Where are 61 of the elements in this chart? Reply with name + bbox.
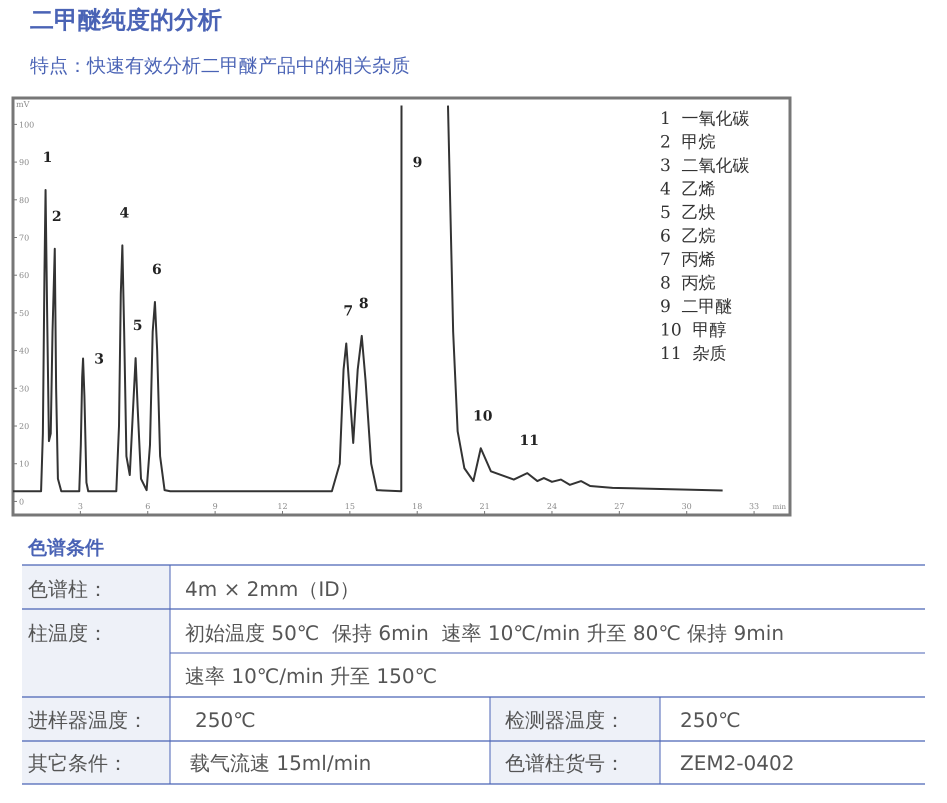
- text: 色谱柱货号：: [505, 751, 625, 775]
- y-tick-label: 0: [19, 497, 24, 506]
- annotation: 7 丙烯: [660, 250, 716, 270]
- text: 250℃: [680, 708, 741, 732]
- annotation: 3: [94, 352, 104, 368]
- x-tick-label: 18: [412, 502, 422, 511]
- y-tick-label: 90: [19, 158, 30, 168]
- x-tick-label: 6: [145, 502, 150, 511]
- text: ZEM2-0402: [680, 751, 794, 775]
- x-tick-label: 15: [344, 502, 355, 511]
- y-tick-label: 40: [19, 346, 30, 356]
- y-tick-label: 30: [19, 384, 30, 394]
- annotation: 2 甲烷: [660, 132, 716, 152]
- chart-title: 二甲醚纯度的分析: [30, 6, 222, 34]
- annotation: 10 甲醇: [660, 320, 726, 340]
- annotation: 2: [52, 208, 62, 225]
- annotation: 7: [343, 303, 354, 320]
- text: 速率 10℃/min 升至 150℃: [185, 664, 438, 688]
- x-tick-label: 12: [277, 502, 288, 511]
- y-tick-label: 70: [19, 234, 30, 243]
- x-tick-label: 33: [748, 502, 760, 511]
- x-tick-label: 27: [614, 502, 624, 511]
- text: 载气流速 15ml/min: [190, 751, 372, 775]
- text: 250℃: [195, 708, 256, 732]
- annotation: 6: [152, 262, 162, 278]
- text: 检测器温度：: [505, 708, 625, 732]
- annotation: 1: [42, 150, 52, 166]
- annotation: 4: [119, 205, 130, 222]
- annotation: 10: [473, 408, 493, 424]
- annotation: 1 一氧化碳: [660, 109, 750, 129]
- y-axis-title: mV: [16, 100, 30, 109]
- y-tick-label: 100: [19, 120, 34, 130]
- text: 4m × 2mm（ID）: [185, 577, 360, 601]
- annotation: 6 乙烷: [660, 226, 716, 246]
- text: 色谱柱：: [28, 577, 108, 601]
- x-tick-label: 3: [78, 502, 83, 511]
- x-tick-label: 24: [546, 502, 558, 511]
- y-tick-label: 20: [19, 422, 30, 432]
- annotation: 9: [412, 155, 422, 172]
- annotation: 5: [132, 318, 142, 334]
- annotation: 11 杂质: [660, 344, 726, 364]
- annotation: 5 乙炔: [660, 203, 716, 223]
- annotation: 4 乙烯: [660, 180, 716, 200]
- x-tick-label: 9: [212, 502, 218, 511]
- chart-subtitle: 特点：快速有效分析二甲醚产品中的相关杂质: [30, 55, 410, 77]
- annotation: 8 丙烷: [660, 274, 716, 294]
- annotation: 9 二甲醚: [660, 297, 733, 317]
- y-tick-label: 10: [19, 460, 30, 469]
- text: 其它条件：: [28, 751, 128, 775]
- text: 色谱条件: [27, 537, 104, 559]
- x-tick-label: 21: [479, 502, 490, 511]
- y-tick-label: 60: [19, 271, 30, 280]
- y-tick-label: 50: [19, 308, 30, 318]
- text: 初始温度 50℃ 保持 6min 速率 10℃/min 升至 80℃ 保持 9min: [185, 621, 784, 645]
- x-tick-label: 30: [682, 502, 692, 511]
- text: 进样器温度：: [28, 708, 148, 732]
- annotation: 3 二氧化碳: [660, 156, 750, 176]
- annotation: 8: [358, 296, 369, 312]
- text: 柱温度：: [28, 621, 108, 645]
- y-tick-label: 80: [19, 196, 30, 205]
- annotation: 11: [520, 433, 539, 450]
